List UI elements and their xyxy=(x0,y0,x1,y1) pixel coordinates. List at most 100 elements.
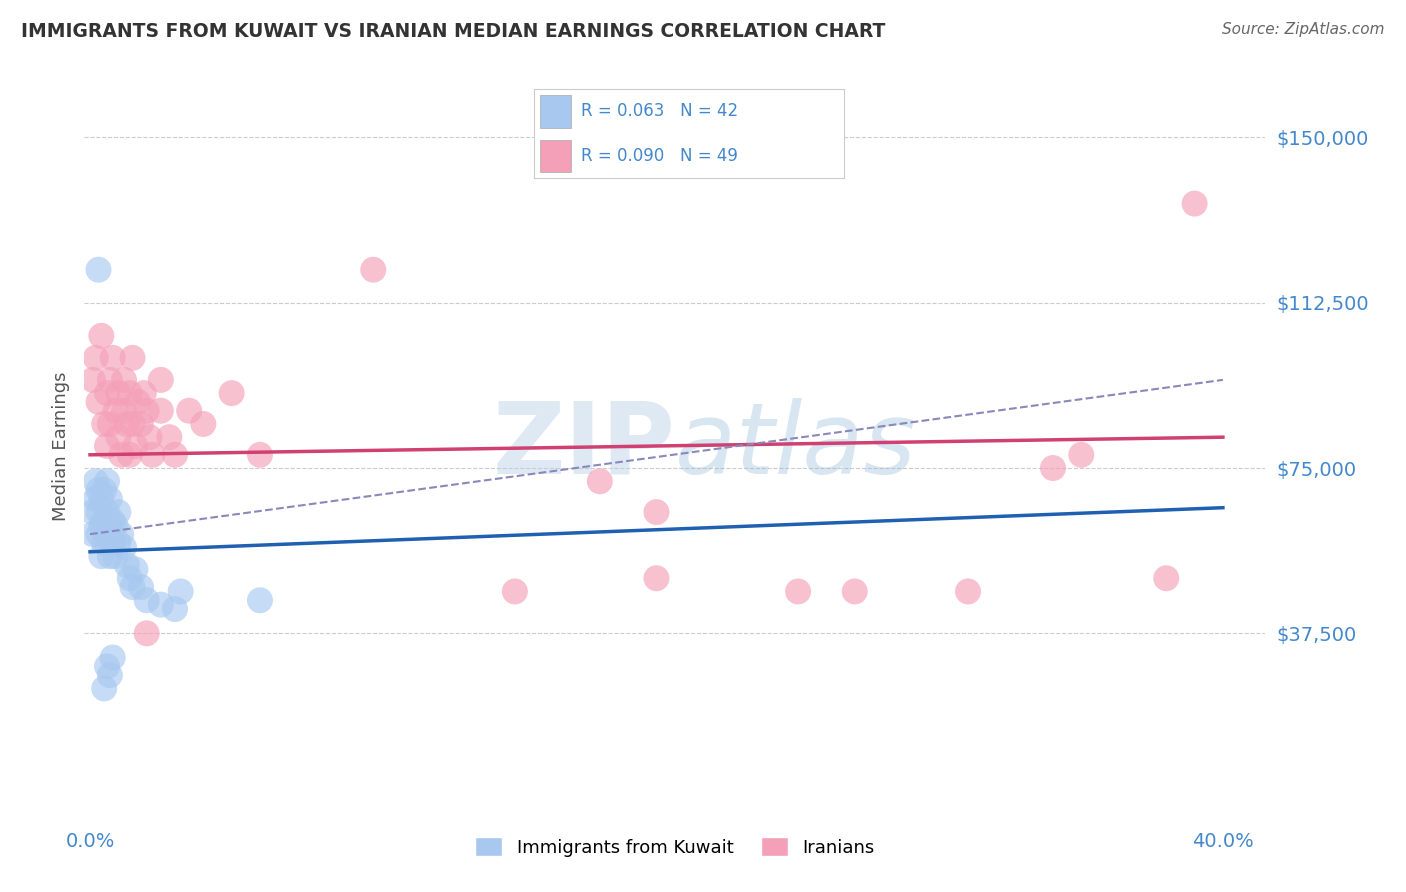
Point xyxy=(129,417,152,431)
Point xyxy=(93,483,115,497)
Point xyxy=(93,536,115,550)
Point xyxy=(87,505,110,519)
Text: R = 0.090   N = 49: R = 0.090 N = 49 xyxy=(581,147,738,165)
Legend: Immigrants from Kuwait, Iranians: Immigrants from Kuwait, Iranians xyxy=(468,830,882,864)
Point xyxy=(193,417,215,431)
Text: atlas: atlas xyxy=(675,398,917,494)
FancyBboxPatch shape xyxy=(540,95,571,128)
Text: R = 0.063   N = 42: R = 0.063 N = 42 xyxy=(581,103,738,120)
Point xyxy=(163,602,186,616)
Point xyxy=(101,650,124,665)
Point xyxy=(138,430,160,444)
Point xyxy=(101,536,124,550)
Point xyxy=(96,527,118,541)
Point xyxy=(1154,571,1177,585)
Point xyxy=(104,549,127,564)
Point xyxy=(110,527,132,541)
Point xyxy=(645,571,668,585)
Point xyxy=(82,505,104,519)
Point xyxy=(107,505,129,519)
Point xyxy=(93,514,115,528)
Point xyxy=(112,373,135,387)
Point xyxy=(98,417,121,431)
Point xyxy=(149,373,172,387)
Point xyxy=(179,403,201,417)
Point xyxy=(149,598,172,612)
Point xyxy=(169,584,191,599)
Point xyxy=(84,351,107,365)
Point xyxy=(1070,448,1092,462)
Point xyxy=(112,403,135,417)
Point xyxy=(956,584,979,599)
Point xyxy=(107,430,129,444)
Point xyxy=(90,518,112,533)
Point xyxy=(118,448,141,462)
Text: IMMIGRANTS FROM KUWAIT VS IRANIAN MEDIAN EARNINGS CORRELATION CHART: IMMIGRANTS FROM KUWAIT VS IRANIAN MEDIAN… xyxy=(21,22,886,41)
Point xyxy=(124,439,146,453)
Point xyxy=(589,475,612,489)
Point xyxy=(121,580,143,594)
Point xyxy=(84,491,107,506)
Point xyxy=(96,505,118,519)
Point xyxy=(96,475,118,489)
Point xyxy=(149,403,172,417)
Point xyxy=(129,580,152,594)
Point xyxy=(87,262,110,277)
Point xyxy=(90,549,112,564)
Point xyxy=(98,373,121,387)
Point xyxy=(503,584,526,599)
Point xyxy=(104,403,127,417)
Point xyxy=(90,491,112,506)
Point xyxy=(132,386,155,401)
Point xyxy=(361,262,384,277)
Y-axis label: Median Earnings: Median Earnings xyxy=(52,371,70,521)
Point xyxy=(93,417,115,431)
Point xyxy=(1184,196,1206,211)
Point xyxy=(118,386,141,401)
Point xyxy=(127,395,149,409)
Point xyxy=(98,518,121,533)
Point xyxy=(110,448,132,462)
Point xyxy=(98,549,121,564)
Point xyxy=(157,430,180,444)
Text: ZIP: ZIP xyxy=(492,398,675,494)
Point xyxy=(96,659,118,673)
Point xyxy=(844,584,866,599)
Point xyxy=(87,395,110,409)
Point xyxy=(115,558,138,572)
Point xyxy=(87,483,110,497)
Point xyxy=(87,527,110,541)
Point xyxy=(101,351,124,365)
Point xyxy=(96,439,118,453)
Point xyxy=(121,417,143,431)
Point xyxy=(135,626,157,640)
Point xyxy=(93,681,115,696)
Point xyxy=(135,403,157,417)
Point xyxy=(115,417,138,431)
Point xyxy=(163,448,186,462)
Point xyxy=(98,668,121,682)
Point xyxy=(121,351,143,365)
Point xyxy=(124,562,146,576)
Text: Source: ZipAtlas.com: Source: ZipAtlas.com xyxy=(1222,22,1385,37)
Point xyxy=(107,386,129,401)
Point xyxy=(645,505,668,519)
Point xyxy=(84,475,107,489)
Point xyxy=(118,571,141,585)
Point xyxy=(1042,461,1064,475)
Point xyxy=(135,593,157,607)
Point xyxy=(101,514,124,528)
Point xyxy=(90,328,112,343)
Point xyxy=(82,527,104,541)
Point xyxy=(107,536,129,550)
Point xyxy=(112,541,135,555)
Point xyxy=(249,448,271,462)
FancyBboxPatch shape xyxy=(540,140,571,172)
Point xyxy=(787,584,810,599)
Point xyxy=(98,491,121,506)
Point xyxy=(96,386,118,401)
Point xyxy=(82,373,104,387)
Point xyxy=(221,386,243,401)
Point xyxy=(141,448,163,462)
Point xyxy=(249,593,271,607)
